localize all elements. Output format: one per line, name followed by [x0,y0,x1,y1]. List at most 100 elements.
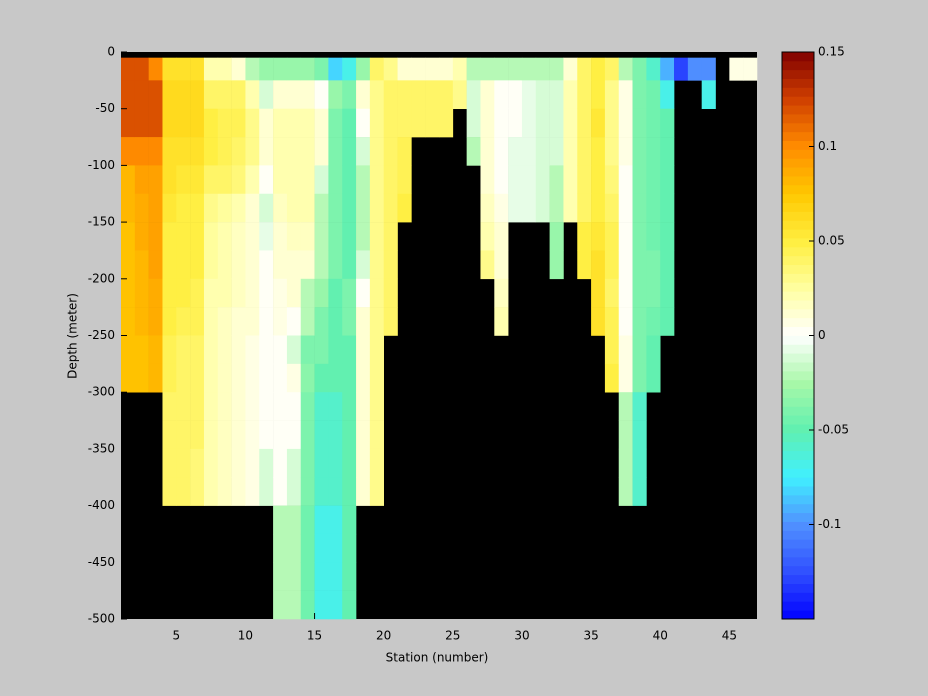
heatmap-cell [203,250,219,280]
heatmap-cell [591,80,606,109]
heatmap-cell [342,193,357,223]
heatmap-cell [148,193,163,223]
heatmap-cell [314,335,329,365]
heatmap-cell [273,307,288,336]
colorbar-swatch [782,52,814,62]
heatmap-cell [480,250,495,280]
heatmap-cell [369,363,384,393]
heatmap-cell [176,80,191,109]
heatmap-cell [632,108,647,138]
colorbar-swatch [782,459,814,469]
heatmap-cell [148,278,163,308]
heatmap-cell [397,57,412,81]
heatmap-cell [286,392,302,421]
heatmap-cell [314,222,329,251]
heatmap-cell [314,165,329,195]
heatmap-cell [328,363,343,393]
heatmap-cell [245,392,260,421]
heatmap-cell [577,57,592,81]
heatmap-cell [549,222,564,251]
heatmap-cell [259,335,274,365]
colorbar-swatch [782,78,814,88]
heatmap-cell [356,363,371,393]
heatmap-cell [563,80,578,109]
y-tick-label: -350 [88,441,115,455]
heatmap-cell [591,108,606,138]
heatmap-cell [162,222,177,251]
heatmap-cell [314,108,329,138]
heatmap-cell [632,392,647,421]
x-tick-label: 10 [238,629,253,643]
heatmap-cell [466,137,481,166]
heatmap-cell [314,533,329,563]
heatmap-cell [148,335,163,365]
heatmap-cell [563,137,578,166]
colorbar-swatch [782,379,814,390]
heatmap-cell [190,80,205,109]
heatmap-cell [121,363,136,393]
heatmap-cell [632,420,647,450]
heatmap-cell [286,80,302,109]
heatmap-cell [176,307,191,336]
colorbar-swatch [782,370,814,381]
heatmap-cell [632,222,647,251]
heatmap-cell [480,137,495,166]
heatmap-cell [134,222,149,251]
heatmap-cell [203,477,219,506]
heatmap-cell [618,80,633,109]
colorbar-tick-label: 0.05 [818,234,845,248]
heatmap-cell [273,448,288,478]
heatmap-cell [286,165,302,195]
colorbar-swatch [782,344,814,354]
colorbar-swatch [782,548,814,558]
heatmap-cell [369,250,384,280]
heatmap-cell [328,335,343,365]
heatmap-cell [217,363,232,393]
heatmap-cell [286,222,302,251]
heatmap-cell [369,222,384,251]
heatmap-cell [591,165,606,195]
heatmap-cell [286,278,302,308]
heatmap-cell [411,80,426,109]
heatmap-cell [328,222,343,251]
y-tick-label: 0 [107,45,115,59]
heatmap-cell [148,307,163,336]
heatmap-cell [148,57,163,81]
heatmap-cell [328,448,343,478]
heatmap-cell [314,57,329,81]
heatmap-cell [604,80,620,109]
heatmap-cell [660,165,675,195]
heatmap-cell [328,278,343,308]
heatmap-cell [231,392,246,421]
heatmap-cell [342,363,357,393]
heatmap-cell [577,222,592,251]
colorbar-swatch [782,406,814,416]
colorbar-swatch [782,122,814,133]
colorbar-swatch [782,246,814,257]
heatmap-cell [121,137,136,166]
heatmap-cell [356,477,371,506]
heatmap-cell [563,57,578,81]
heatmap-cell [273,193,288,223]
heatmap-cell [273,137,288,166]
colorbar-swatch [782,477,814,487]
x-axis-label: Station (number) [386,651,489,665]
heatmap-cell [273,562,288,591]
heatmap-cell [300,335,315,365]
heatmap-cell [535,137,550,166]
heatmap-cell [245,57,260,81]
heatmap-cell [466,80,481,109]
heatmap-cell [521,137,537,166]
heatmap-cell [162,108,177,138]
heatmap-cell [356,307,371,336]
heatmap-cell [563,193,578,223]
heatmap-cell [577,80,592,109]
colorbar-swatch [782,300,814,310]
heatmap-cell [245,420,260,450]
heatmap-cell [231,193,246,223]
colorbar-swatch [782,229,814,239]
heatmap-cell [300,420,315,450]
heatmap-cell [273,80,288,109]
colorbar-swatch [782,565,814,576]
heatmap-cell [383,307,398,336]
